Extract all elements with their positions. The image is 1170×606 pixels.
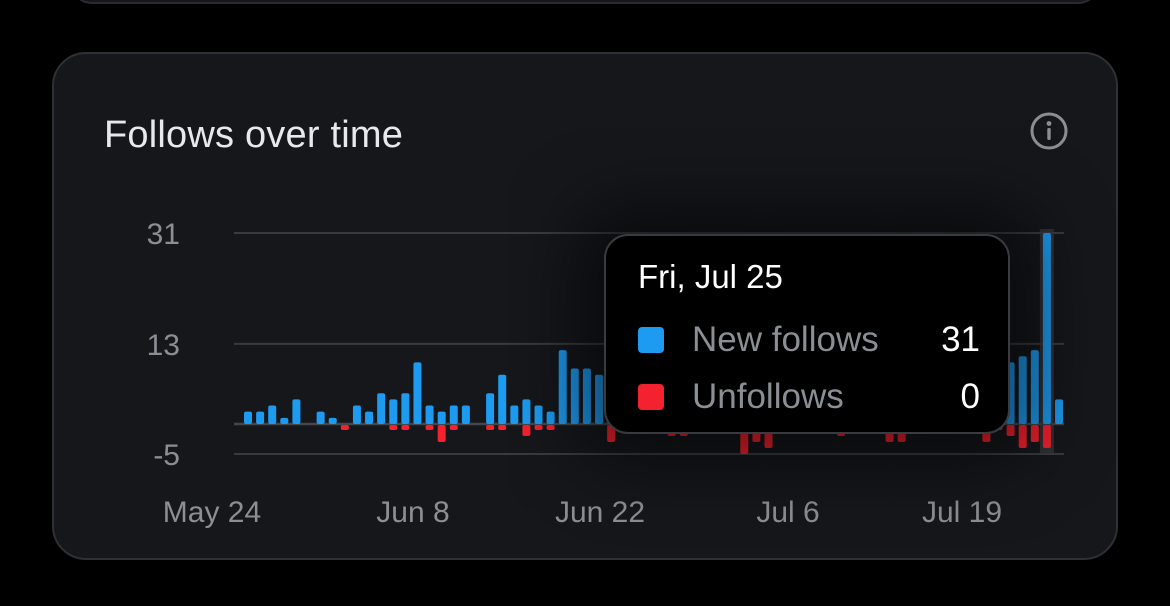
new-follows-bar[interactable]: [461, 405, 470, 424]
new-follows-bar[interactable]: [365, 411, 374, 424]
unfollows-bar[interactable]: [1042, 425, 1051, 448]
unfollows-bar[interactable]: [486, 425, 495, 430]
unfollows-bar[interactable]: [1006, 425, 1015, 436]
new-follows-bar[interactable]: [1055, 399, 1063, 424]
unfollows-bar[interactable]: [522, 425, 531, 436]
new-follows-bar[interactable]: [328, 417, 337, 424]
new-follows-bar[interactable]: [1030, 350, 1039, 424]
unfollows-bar[interactable]: [546, 425, 555, 430]
new-follows-bar[interactable]: [449, 405, 458, 424]
new-follows-bar[interactable]: [437, 411, 446, 424]
new-follows-bar[interactable]: [280, 417, 289, 424]
new-follows-bar[interactable]: [425, 405, 434, 424]
new-follows-bar[interactable]: [595, 374, 604, 424]
new-follows-bar[interactable]: [558, 350, 567, 424]
new-follows-bar[interactable]: [534, 405, 543, 424]
unfollows-label: Unfollows: [692, 377, 844, 416]
new-follows-bar[interactable]: [292, 399, 301, 424]
unfollows-bar[interactable]: [401, 425, 410, 430]
tooltip-date: Fri, Jul 25: [638, 258, 783, 295]
new-follows-bar[interactable]: [582, 368, 591, 424]
new-follows-bar[interactable]: [389, 399, 398, 424]
unfollows-bar[interactable]: [498, 425, 507, 430]
y-tick-label-2: -5: [153, 439, 180, 472]
unfollows-bar[interactable]: [1018, 425, 1027, 448]
new-follows-bar[interactable]: [268, 405, 277, 424]
card-title: Follows over time: [104, 114, 404, 156]
new-follows-bar[interactable]: [510, 405, 519, 424]
new-follows-bar[interactable]: [1018, 356, 1027, 424]
unfollows-bar[interactable]: [1030, 425, 1039, 442]
new-follows-bar[interactable]: [413, 362, 422, 424]
new-follows-label: New follows: [692, 320, 879, 359]
new-follows-bar[interactable]: [1042, 233, 1051, 424]
info-circle-icon[interactable]: [1029, 111, 1069, 151]
tooltip-row-unfollows: Unfollows 0: [638, 377, 980, 417]
new-follows-bar[interactable]: [401, 393, 410, 424]
unfollows-swatch: [638, 384, 664, 410]
unfollows-bar[interactable]: [425, 425, 434, 430]
x-tick-label-1: Jun 8: [376, 496, 449, 529]
unfollows-bar[interactable]: [449, 425, 458, 430]
new-follows-bar[interactable]: [486, 393, 495, 424]
unfollows-bar[interactable]: [340, 425, 349, 430]
x-tick-label-3: Jul 6: [756, 496, 819, 529]
unfollows-bar[interactable]: [437, 425, 446, 442]
new-follows-bar[interactable]: [522, 399, 531, 424]
new-follows-value: 31: [941, 320, 980, 359]
x-tick-label-2: Jun 22: [555, 496, 645, 529]
y-tick-label-0: 31: [147, 218, 180, 251]
follows-over-time-card: Follows over time 31 13 -5 May 24 Jun 8 Jun …: [52, 52, 1118, 560]
new-follows-bar[interactable]: [546, 411, 555, 424]
x-tick-label-0: May 24: [163, 496, 261, 529]
chart-tooltip: Fri, Jul 25 New follows 31 Unfollows 0: [604, 234, 1010, 434]
new-follows-bar[interactable]: [316, 411, 325, 424]
new-follows-bar[interactable]: [256, 411, 265, 424]
new-follows-bar[interactable]: [244, 411, 252, 424]
previous-card-edge: [70, 0, 1100, 4]
new-follows-bar[interactable]: [377, 393, 386, 424]
new-follows-bar[interactable]: [570, 368, 579, 424]
unfollows-bar[interactable]: [534, 425, 543, 430]
unfollows-value: 0: [960, 377, 980, 416]
y-tick-label-1: 13: [147, 329, 180, 362]
new-follows-bar[interactable]: [352, 405, 361, 424]
new-follows-swatch: [638, 327, 664, 353]
new-follows-bar[interactable]: [498, 374, 507, 424]
tooltip-row-new-follows: New follows 31: [638, 320, 980, 360]
x-tick-label-4: Jul 19: [922, 496, 1002, 529]
unfollows-bar[interactable]: [389, 425, 398, 430]
